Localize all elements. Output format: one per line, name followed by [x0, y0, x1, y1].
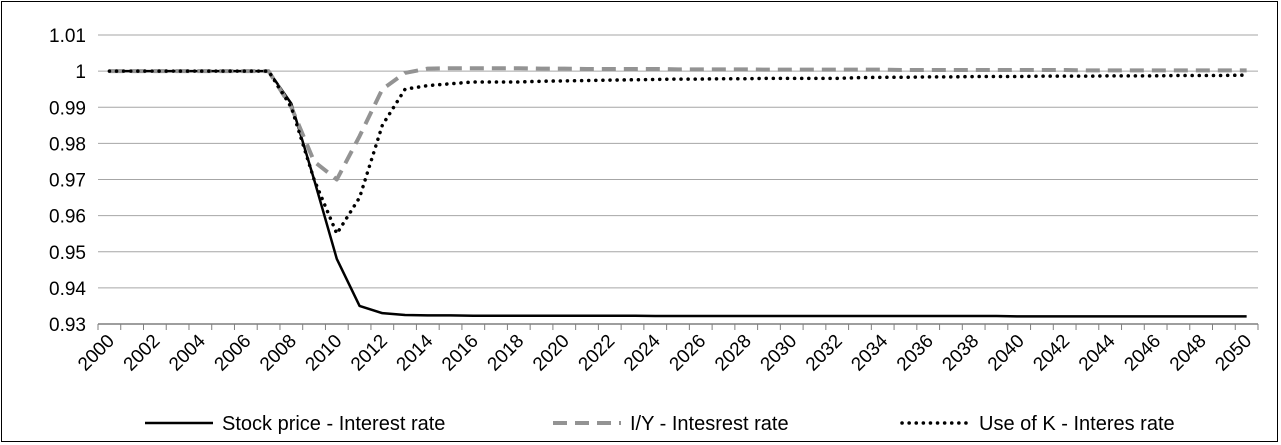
x-tick-label: 2018	[484, 331, 529, 376]
y-tick-label: 0.99	[49, 98, 86, 119]
x-tick-label: 2026	[666, 331, 711, 376]
x-tick-label: 2002	[120, 331, 165, 376]
y-tick-label: 0.98	[49, 134, 86, 155]
x-tick-label: 2000	[74, 331, 119, 376]
legend-label-2: I/Y - Intesrest rate	[630, 413, 789, 435]
x-tick-label: 2004	[165, 330, 210, 375]
x-tick-label: 2034	[847, 330, 892, 375]
x-tick-label: 2020	[529, 331, 574, 376]
x-tick-label: 2006	[211, 331, 256, 376]
legend-label-1: Stock price - Interest rate	[222, 413, 445, 435]
x-tick-label: 2048	[1166, 331, 1211, 376]
x-tick-label: 2030	[757, 331, 802, 376]
legend-label-3: Use of K - Interes rate	[979, 413, 1175, 435]
x-tick-label: 2050	[1211, 331, 1256, 376]
y-tick-label: 0.94	[49, 279, 86, 300]
x-tick-label: 2032	[802, 331, 847, 376]
x-tick-label: 2044	[1075, 330, 1120, 375]
x-tick-label: 2010	[302, 331, 347, 376]
x-tick-label: 2024	[620, 330, 665, 375]
x-tick-label: 2012	[347, 331, 392, 376]
x-tick-label: 2008	[256, 331, 301, 376]
x-tick-label: 2042	[1029, 331, 1074, 376]
y-axis-ticks: 1.01 1 0.99 0.98 0.97 0.96 0.95 0.94 0.93	[49, 26, 86, 336]
y-tick-label: 0.95	[49, 243, 86, 264]
y-tick-label: 0.93	[49, 315, 86, 336]
x-tick-label: 2016	[438, 331, 483, 376]
y-tick-label: 0.96	[49, 207, 86, 228]
y-tick-label: 0.97	[49, 171, 86, 192]
x-tick-label: 2038	[938, 331, 983, 376]
legend: Stock price - Interest rate I/Y - Intesre…	[145, 413, 1175, 435]
x-axis-ticks: 2000 2002 2004 2006 2008 2010 2012 2014 2016 2018…	[74, 330, 1256, 375]
axes	[97, 323, 1259, 330]
x-tick-label: 2046	[1120, 331, 1165, 376]
series-line-1	[109, 69, 1247, 318]
series-line-3	[107, 69, 1249, 236]
x-tick-label: 2036	[893, 331, 938, 376]
x-tick-label: 2022	[575, 331, 620, 376]
x-tick-label: 2028	[711, 331, 756, 376]
x-tick-label: 2014	[393, 330, 438, 375]
x-tick-label: 2040	[984, 331, 1029, 376]
series-line-2	[109, 66, 1247, 182]
y-tick-label: 1.01	[49, 26, 86, 47]
y-tick-label: 1	[75, 62, 86, 83]
series-group	[107, 66, 1249, 318]
